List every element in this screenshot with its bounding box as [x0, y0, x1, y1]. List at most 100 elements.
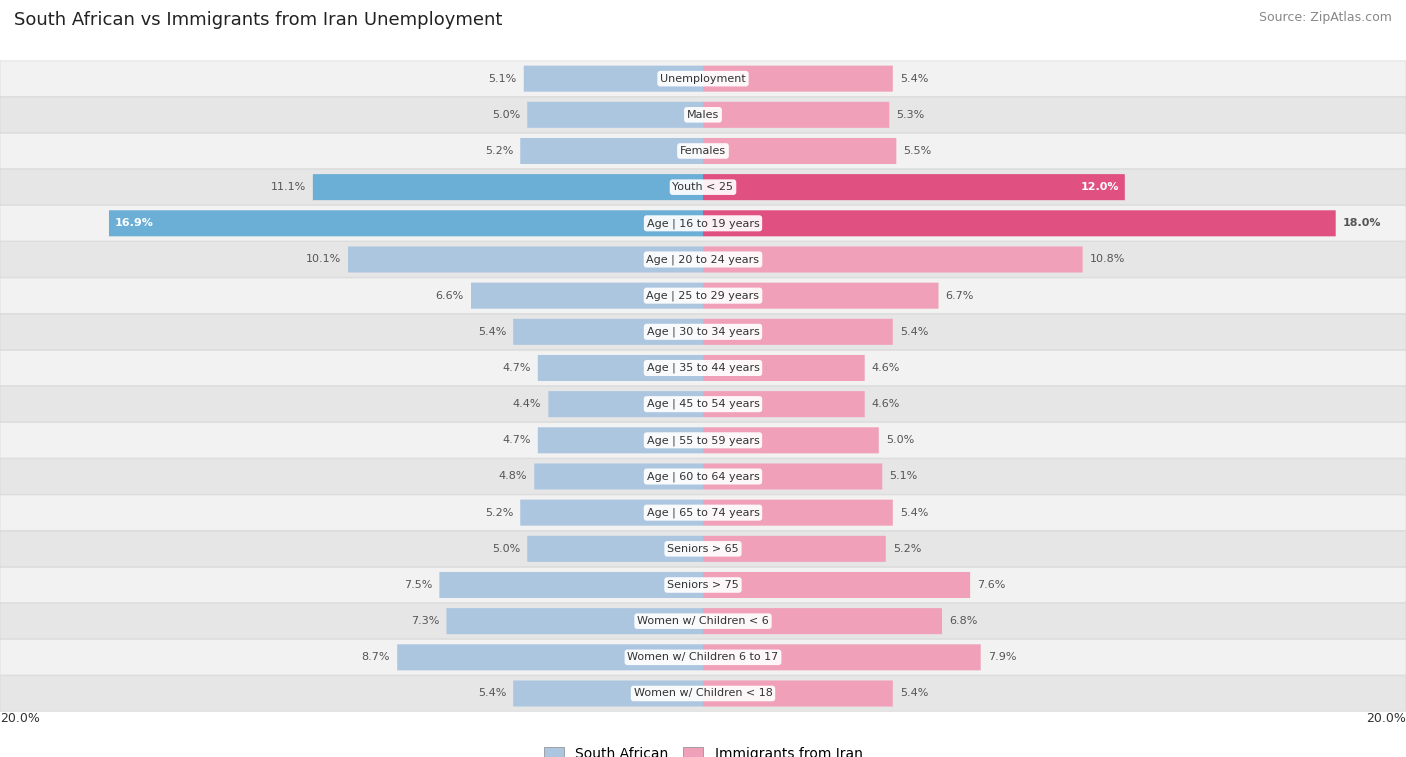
- FancyBboxPatch shape: [0, 278, 1406, 313]
- Text: Age | 45 to 54 years: Age | 45 to 54 years: [647, 399, 759, 410]
- FancyBboxPatch shape: [703, 319, 893, 345]
- FancyBboxPatch shape: [703, 210, 1336, 236]
- Text: 7.3%: 7.3%: [411, 616, 439, 626]
- Text: 4.7%: 4.7%: [502, 363, 531, 373]
- FancyBboxPatch shape: [0, 170, 1406, 205]
- FancyBboxPatch shape: [0, 567, 1406, 603]
- FancyBboxPatch shape: [0, 206, 1406, 241]
- Text: Women w/ Children < 6: Women w/ Children < 6: [637, 616, 769, 626]
- Text: 5.4%: 5.4%: [478, 327, 506, 337]
- FancyBboxPatch shape: [520, 500, 703, 525]
- FancyBboxPatch shape: [520, 138, 703, 164]
- FancyBboxPatch shape: [0, 531, 1406, 566]
- FancyBboxPatch shape: [0, 640, 1406, 675]
- FancyBboxPatch shape: [513, 681, 703, 706]
- FancyBboxPatch shape: [0, 676, 1406, 712]
- FancyBboxPatch shape: [703, 66, 893, 92]
- Text: Males: Males: [688, 110, 718, 120]
- Legend: South African, Immigrants from Iran: South African, Immigrants from Iran: [538, 741, 868, 757]
- Text: 4.7%: 4.7%: [502, 435, 531, 445]
- Text: Age | 16 to 19 years: Age | 16 to 19 years: [647, 218, 759, 229]
- Text: 5.2%: 5.2%: [893, 544, 921, 554]
- Text: Age | 55 to 59 years: Age | 55 to 59 years: [647, 435, 759, 446]
- Text: 5.0%: 5.0%: [886, 435, 914, 445]
- Text: 11.1%: 11.1%: [270, 182, 307, 192]
- Text: 10.1%: 10.1%: [305, 254, 342, 264]
- Text: 4.6%: 4.6%: [872, 363, 900, 373]
- Text: 5.5%: 5.5%: [904, 146, 932, 156]
- Text: Age | 35 to 44 years: Age | 35 to 44 years: [647, 363, 759, 373]
- FancyBboxPatch shape: [703, 247, 1083, 273]
- Text: 5.2%: 5.2%: [485, 508, 513, 518]
- FancyBboxPatch shape: [0, 241, 1406, 277]
- Text: Age | 25 to 29 years: Age | 25 to 29 years: [647, 291, 759, 301]
- FancyBboxPatch shape: [703, 391, 865, 417]
- FancyBboxPatch shape: [0, 495, 1406, 531]
- FancyBboxPatch shape: [0, 350, 1406, 386]
- Text: South African vs Immigrants from Iran Unemployment: South African vs Immigrants from Iran Un…: [14, 11, 502, 30]
- Text: 6.7%: 6.7%: [945, 291, 974, 301]
- FancyBboxPatch shape: [0, 459, 1406, 494]
- Text: 4.4%: 4.4%: [513, 399, 541, 409]
- Text: 10.8%: 10.8%: [1090, 254, 1125, 264]
- Text: 5.4%: 5.4%: [900, 73, 928, 83]
- FancyBboxPatch shape: [537, 355, 703, 381]
- FancyBboxPatch shape: [471, 282, 703, 309]
- Text: Age | 65 to 74 years: Age | 65 to 74 years: [647, 507, 759, 518]
- Text: 7.9%: 7.9%: [987, 653, 1017, 662]
- FancyBboxPatch shape: [703, 572, 970, 598]
- FancyBboxPatch shape: [527, 101, 703, 128]
- Text: Seniors > 65: Seniors > 65: [668, 544, 738, 554]
- FancyBboxPatch shape: [703, 138, 897, 164]
- FancyBboxPatch shape: [703, 427, 879, 453]
- Text: 5.2%: 5.2%: [485, 146, 513, 156]
- Text: 6.8%: 6.8%: [949, 616, 977, 626]
- FancyBboxPatch shape: [703, 101, 889, 128]
- FancyBboxPatch shape: [0, 386, 1406, 422]
- FancyBboxPatch shape: [439, 572, 703, 598]
- Text: 6.6%: 6.6%: [436, 291, 464, 301]
- FancyBboxPatch shape: [703, 174, 1125, 200]
- FancyBboxPatch shape: [0, 61, 1406, 96]
- FancyBboxPatch shape: [703, 282, 939, 309]
- Text: 20.0%: 20.0%: [0, 712, 39, 724]
- Text: 5.4%: 5.4%: [900, 508, 928, 518]
- Text: 12.0%: 12.0%: [1081, 182, 1119, 192]
- Text: Women w/ Children 6 to 17: Women w/ Children 6 to 17: [627, 653, 779, 662]
- Text: Youth < 25: Youth < 25: [672, 182, 734, 192]
- Text: 5.4%: 5.4%: [900, 327, 928, 337]
- Text: Unemployment: Unemployment: [661, 73, 745, 83]
- FancyBboxPatch shape: [0, 314, 1406, 350]
- Text: 5.1%: 5.1%: [488, 73, 517, 83]
- FancyBboxPatch shape: [703, 463, 883, 490]
- FancyBboxPatch shape: [110, 210, 703, 236]
- Text: Age | 30 to 34 years: Age | 30 to 34 years: [647, 326, 759, 337]
- Text: 4.8%: 4.8%: [499, 472, 527, 481]
- Text: 5.4%: 5.4%: [900, 689, 928, 699]
- FancyBboxPatch shape: [0, 133, 1406, 169]
- Text: 5.0%: 5.0%: [492, 544, 520, 554]
- FancyBboxPatch shape: [527, 536, 703, 562]
- Text: Age | 20 to 24 years: Age | 20 to 24 years: [647, 254, 759, 265]
- Text: Females: Females: [681, 146, 725, 156]
- FancyBboxPatch shape: [0, 97, 1406, 132]
- Text: 4.6%: 4.6%: [872, 399, 900, 409]
- Text: 18.0%: 18.0%: [1343, 218, 1381, 229]
- Text: 5.1%: 5.1%: [889, 472, 918, 481]
- FancyBboxPatch shape: [534, 463, 703, 490]
- FancyBboxPatch shape: [447, 608, 703, 634]
- FancyBboxPatch shape: [398, 644, 703, 671]
- Text: 5.3%: 5.3%: [897, 110, 925, 120]
- FancyBboxPatch shape: [513, 319, 703, 345]
- Text: Source: ZipAtlas.com: Source: ZipAtlas.com: [1258, 11, 1392, 24]
- Text: 20.0%: 20.0%: [1367, 712, 1406, 724]
- FancyBboxPatch shape: [703, 681, 893, 706]
- Text: Seniors > 75: Seniors > 75: [666, 580, 740, 590]
- Text: 7.5%: 7.5%: [404, 580, 433, 590]
- FancyBboxPatch shape: [703, 500, 893, 525]
- Text: Women w/ Children < 18: Women w/ Children < 18: [634, 689, 772, 699]
- FancyBboxPatch shape: [703, 644, 981, 671]
- FancyBboxPatch shape: [524, 66, 703, 92]
- FancyBboxPatch shape: [703, 536, 886, 562]
- FancyBboxPatch shape: [548, 391, 703, 417]
